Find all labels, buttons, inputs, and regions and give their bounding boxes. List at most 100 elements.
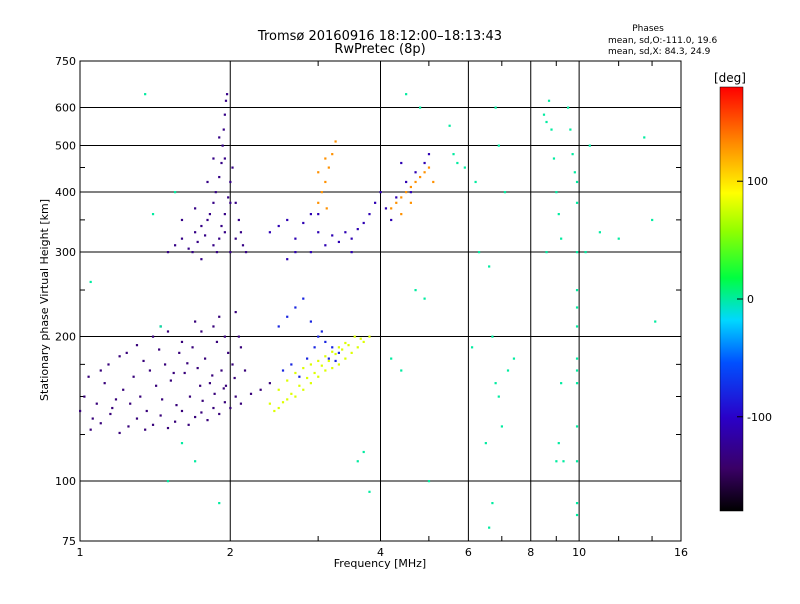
data-point [456, 161, 459, 165]
data-point [324, 180, 327, 184]
data-point [484, 442, 487, 445]
data-point [334, 352, 337, 356]
data-point [220, 224, 223, 228]
data-point [302, 366, 305, 370]
data-point [286, 379, 289, 382]
data-point [494, 382, 497, 385]
data-point [103, 382, 106, 385]
data-point [368, 490, 371, 493]
data-point [163, 363, 167, 366]
data-point [334, 140, 337, 143]
data-point [575, 325, 579, 328]
data-point [306, 357, 309, 360]
data-point [286, 398, 289, 401]
data-point [215, 251, 219, 254]
data-point [237, 218, 240, 222]
data-point [571, 153, 574, 156]
data-point [218, 175, 221, 179]
data-point [114, 398, 118, 401]
data-point [286, 218, 289, 222]
data-point [359, 337, 362, 340]
data-point [148, 369, 152, 372]
phase-stats-title: Phases [632, 24, 664, 34]
data-point [368, 335, 371, 338]
data-point [575, 180, 579, 184]
data-point [362, 221, 365, 225]
data-point [109, 412, 112, 416]
data-point [405, 191, 408, 194]
data-point [229, 251, 232, 254]
data-point [229, 180, 232, 184]
y-tick-label: 400 [55, 186, 76, 199]
data-point [409, 191, 412, 194]
data-point [317, 359, 320, 363]
data-point [196, 240, 199, 244]
data-point [218, 315, 221, 318]
data-point [233, 376, 236, 380]
phase-stats-x: mean, sd,X: 84.3, 24.9 [608, 47, 711, 57]
data-point [194, 231, 197, 234]
data-point [452, 153, 455, 156]
data-point [208, 213, 212, 216]
data-point [294, 237, 297, 240]
data-point [200, 411, 203, 414]
data-point [448, 124, 451, 127]
data-point [87, 375, 90, 378]
data-point [320, 330, 323, 333]
data-point [313, 371, 316, 375]
data-point [309, 320, 312, 323]
x-axis-label: Frequency [MHz] [334, 557, 426, 570]
data-point [500, 425, 504, 428]
data-point [200, 224, 203, 228]
data-point [470, 346, 474, 349]
data-point [294, 306, 297, 309]
data-point [317, 375, 320, 378]
data-point [317, 171, 320, 174]
data-point [302, 297, 305, 300]
data-point [324, 355, 327, 358]
data-point [545, 120, 548, 124]
data-point [400, 196, 403, 199]
data-point [390, 207, 393, 210]
data-point [222, 387, 225, 390]
data-point [180, 237, 184, 240]
x-tick-label: 1 [77, 546, 84, 559]
data-point [201, 399, 204, 402]
data-point [331, 346, 334, 349]
data-point [384, 207, 388, 210]
data-point [172, 371, 175, 375]
data-point [494, 106, 497, 109]
data-point [400, 213, 403, 216]
data-point [327, 357, 330, 360]
data-point [223, 113, 226, 116]
data-point [178, 351, 181, 354]
data-point [588, 144, 591, 147]
data-point [277, 224, 280, 228]
data-point [555, 460, 558, 463]
data-point [118, 355, 121, 358]
data-point [218, 237, 221, 240]
data-point [183, 371, 186, 375]
data-point [79, 409, 82, 413]
data-point [281, 401, 285, 404]
data-point [427, 153, 431, 156]
data-point [298, 375, 301, 378]
data-point [320, 364, 323, 367]
data-point [277, 388, 280, 391]
x-tick-label: 2 [227, 546, 234, 559]
scatter-points [79, 93, 657, 529]
data-point [227, 351, 230, 354]
data-point [215, 340, 219, 344]
data-point [374, 201, 377, 204]
data-point [107, 363, 110, 366]
data-point [111, 406, 114, 410]
colorbar-tick-label: -100 [747, 411, 772, 424]
data-point [212, 244, 215, 247]
data-point [191, 346, 194, 349]
data-point [286, 258, 289, 261]
data-point [223, 157, 226, 160]
data-point [144, 93, 147, 96]
data-point [259, 388, 262, 391]
data-point [302, 221, 305, 225]
data-point [180, 442, 184, 445]
